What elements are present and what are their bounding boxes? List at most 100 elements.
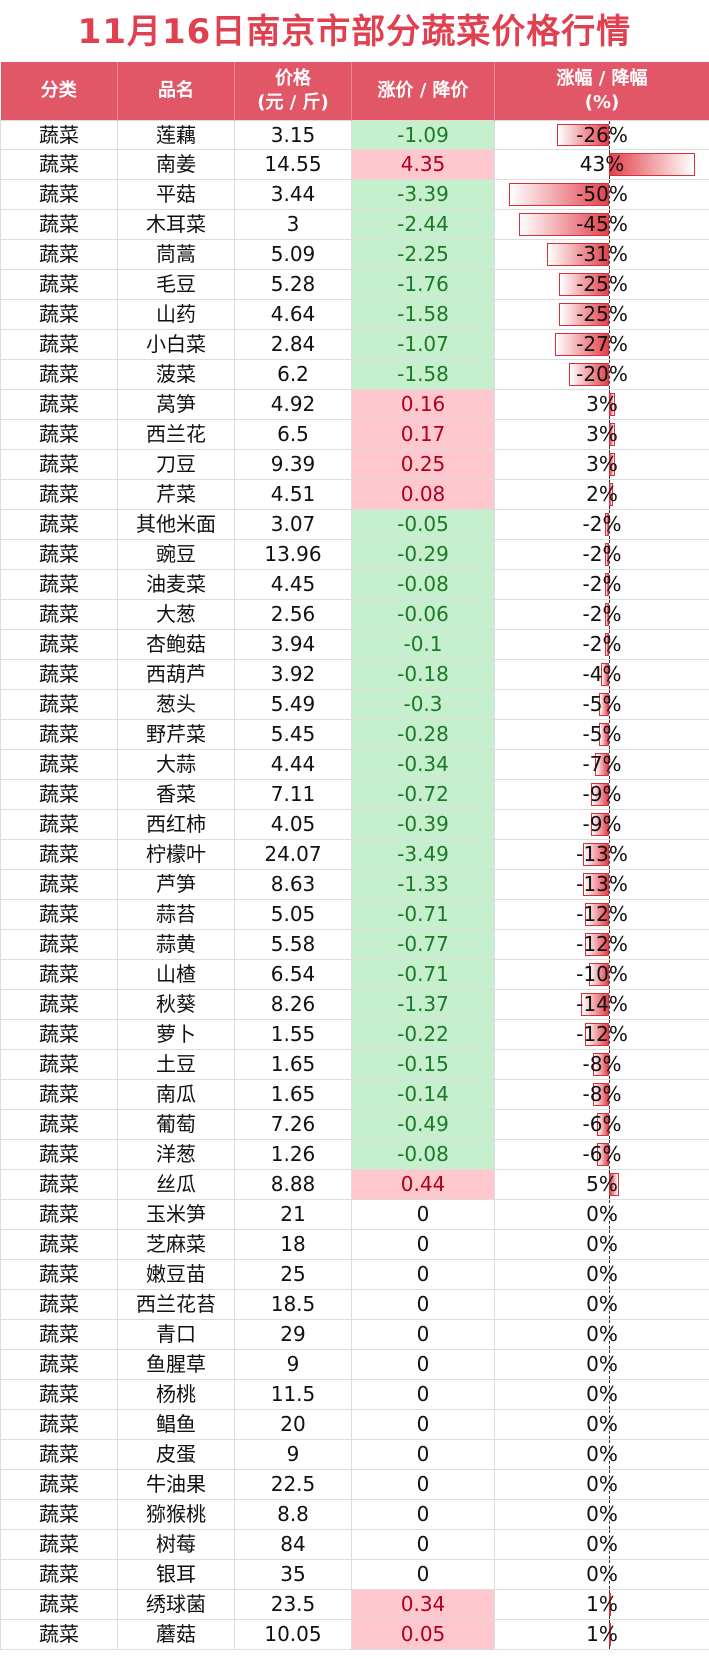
zero-axis-line — [609, 1230, 610, 1259]
price-cell: 5.45 — [234, 719, 352, 750]
price-cell: 3 — [234, 209, 352, 240]
category-cell: 蔬菜 — [0, 1499, 118, 1530]
pct-value: 1% — [586, 1592, 618, 1616]
zero-axis-line — [609, 840, 610, 869]
change-cell: -0.08 — [351, 569, 495, 600]
table-row: 蔬菜 山药 4.64 -1.58 -25% — [0, 299, 709, 330]
zero-axis-line — [609, 1500, 610, 1529]
price-cell: 7.11 — [234, 779, 352, 810]
category-cell: 蔬菜 — [0, 809, 118, 840]
pct-bar — [609, 453, 615, 476]
table-row: 蔬菜 莲藕 3.15 -1.09 -26% — [0, 120, 709, 150]
pct-cell: 1% — [494, 1619, 709, 1650]
price-cell: 4.44 — [234, 749, 352, 780]
name-cell: 杨桃 — [117, 1379, 235, 1410]
table-row: 蔬菜 秋葵 8.26 -1.37 -14% — [0, 989, 709, 1020]
change-cell: -0.14 — [351, 1079, 495, 1110]
pct-cell: -2% — [494, 569, 709, 600]
name-cell: 木耳菜 — [117, 209, 235, 240]
pct-value: 3% — [586, 422, 618, 446]
pct-cell: -20% — [494, 359, 709, 390]
pct-cell: 0% — [494, 1289, 709, 1320]
name-cell: 菠菜 — [117, 359, 235, 390]
price-cell: 6.54 — [234, 959, 352, 990]
price-cell: 3.15 — [234, 120, 352, 150]
category-cell: 蔬菜 — [0, 299, 118, 330]
pct-cell: -2% — [494, 599, 709, 630]
name-cell: 猕猴桃 — [117, 1499, 235, 1530]
change-cell: -0.06 — [351, 599, 495, 630]
name-cell: 香菜 — [117, 779, 235, 810]
pct-value: 5% — [586, 1172, 618, 1196]
category-cell: 蔬菜 — [0, 1379, 118, 1410]
pct-cell: 0% — [494, 1319, 709, 1350]
pct-cell: -2% — [494, 539, 709, 570]
change-cell: -0.39 — [351, 809, 495, 840]
pct-cell: -14% — [494, 989, 709, 1020]
category-cell: 蔬菜 — [0, 389, 118, 420]
pct-value: -31% — [576, 242, 628, 266]
category-cell: 蔬菜 — [0, 1259, 118, 1290]
name-cell: 南姜 — [117, 149, 235, 180]
pct-bar — [585, 903, 609, 926]
pct-value: 2% — [586, 482, 618, 506]
name-cell: 山楂 — [117, 959, 235, 990]
pct-value: 0% — [586, 1202, 618, 1226]
category-cell: 蔬菜 — [0, 1049, 118, 1080]
category-cell: 蔬菜 — [0, 1349, 118, 1380]
pct-value: 0% — [586, 1442, 618, 1466]
category-cell: 蔬菜 — [0, 569, 118, 600]
pct-bar — [569, 363, 609, 386]
pct-cell: 3% — [494, 449, 709, 480]
change-cell: -0.49 — [351, 1109, 495, 1140]
pct-bar — [597, 1113, 609, 1136]
pct-bar — [519, 213, 609, 236]
name-cell: 柠檬叶 — [117, 839, 235, 870]
pct-cell: -13% — [494, 839, 709, 870]
zero-axis-line — [609, 121, 610, 149]
price-cell: 11.5 — [234, 1379, 352, 1410]
category-cell: 蔬菜 — [0, 929, 118, 960]
price-cell: 22.5 — [234, 1469, 352, 1500]
pct-bar — [585, 1023, 609, 1046]
price-cell: 24.07 — [234, 839, 352, 870]
pct-bar — [591, 813, 609, 836]
pct-value: -13% — [576, 842, 628, 866]
zero-axis-line — [609, 870, 610, 899]
price-cell: 2.56 — [234, 599, 352, 630]
price-cell: 7.26 — [234, 1109, 352, 1140]
pct-cell: -9% — [494, 809, 709, 840]
name-cell: 鱼腥草 — [117, 1349, 235, 1380]
category-cell: 蔬菜 — [0, 1469, 118, 1500]
zero-axis-line — [609, 1410, 610, 1439]
name-cell: 野芹菜 — [117, 719, 235, 750]
category-cell: 蔬菜 — [0, 1199, 118, 1230]
pct-cell: -9% — [494, 779, 709, 810]
category-cell: 蔬菜 — [0, 989, 118, 1020]
pct-value: -9% — [582, 812, 622, 836]
category-cell: 蔬菜 — [0, 209, 118, 240]
pct-bar — [609, 483, 613, 506]
pct-bar — [605, 513, 609, 536]
pct-cell: -26% — [494, 120, 709, 150]
category-cell: 蔬菜 — [0, 1229, 118, 1260]
table-row: 蔬菜 鲳鱼 20 0 0% — [0, 1409, 709, 1440]
table-header-row: 分类 品名 价格 (元 / 斤) 涨价 / 降价 涨幅 / 降幅 (%) — [0, 62, 709, 121]
name-cell: 西葫芦 — [117, 659, 235, 690]
pct-cell: -12% — [494, 929, 709, 960]
pct-value: -2% — [582, 572, 622, 596]
pct-cell: -7% — [494, 749, 709, 780]
zero-axis-line — [609, 1200, 610, 1229]
price-cell: 1.26 — [234, 1139, 352, 1170]
table-row: 蔬菜 小白菜 2.84 -1.07 -27% — [0, 329, 709, 360]
pct-cell: -5% — [494, 689, 709, 720]
pct-cell: -8% — [494, 1049, 709, 1080]
name-cell: 莴笋 — [117, 389, 235, 420]
zero-axis-line — [609, 330, 610, 359]
change-cell: 0 — [351, 1289, 495, 1320]
name-cell: 芦笋 — [117, 869, 235, 900]
name-cell: 山药 — [117, 299, 235, 330]
name-cell: 皮蛋 — [117, 1439, 235, 1470]
price-cell: 14.55 — [234, 149, 352, 180]
table-row: 蔬菜 刀豆 9.39 0.25 3% — [0, 449, 709, 480]
